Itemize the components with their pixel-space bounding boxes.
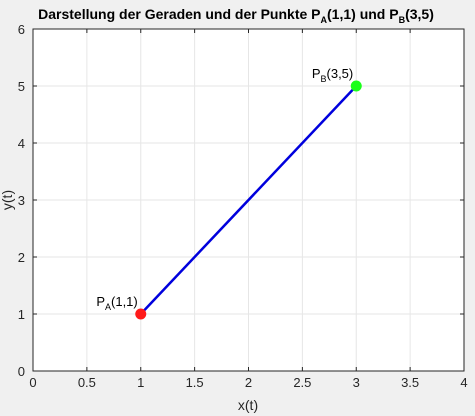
y-tick-label: 4: [18, 136, 25, 151]
point-pa: [135, 308, 147, 320]
x-tick-label: 3.5: [401, 375, 419, 390]
chart-title: Darstellung der Geraden und der Punkte P…: [38, 6, 434, 25]
point-label-pb: PB(3,5): [312, 66, 353, 84]
x-tick-label: 2: [245, 375, 252, 390]
y-tick-label: 6: [18, 22, 25, 37]
y-tick-label: 0: [18, 364, 25, 379]
points-layer: PA(1,1) PB(3,5): [96, 66, 362, 320]
x-tick-label: 3: [353, 375, 360, 390]
x-tick-label: 1.5: [186, 375, 204, 390]
axis-ticks: 0 0.5 1 1.5 2 2.5 3 3.5 4 0 1 2 3 4 5 6: [18, 22, 468, 390]
x-tick-label: 1: [137, 375, 144, 390]
point-pb: [350, 80, 362, 92]
y-tick-label: 2: [18, 250, 25, 265]
y-tick-label: 5: [18, 79, 25, 94]
x-tick-label: 4: [460, 375, 467, 390]
x-axis-label: x(t): [238, 397, 258, 413]
series-layer: [139, 85, 358, 315]
x-tick-label: 2.5: [293, 375, 311, 390]
y-tick-label: 1: [18, 307, 25, 322]
y-tick-label: 3: [18, 193, 25, 208]
y-axis-label: y(t): [0, 190, 15, 210]
point-label-pa: PA(1,1): [96, 294, 137, 312]
x-tick-label: 0: [29, 375, 36, 390]
x-tick-label: 0.5: [78, 375, 96, 390]
series-line-gerade: [139, 85, 358, 315]
